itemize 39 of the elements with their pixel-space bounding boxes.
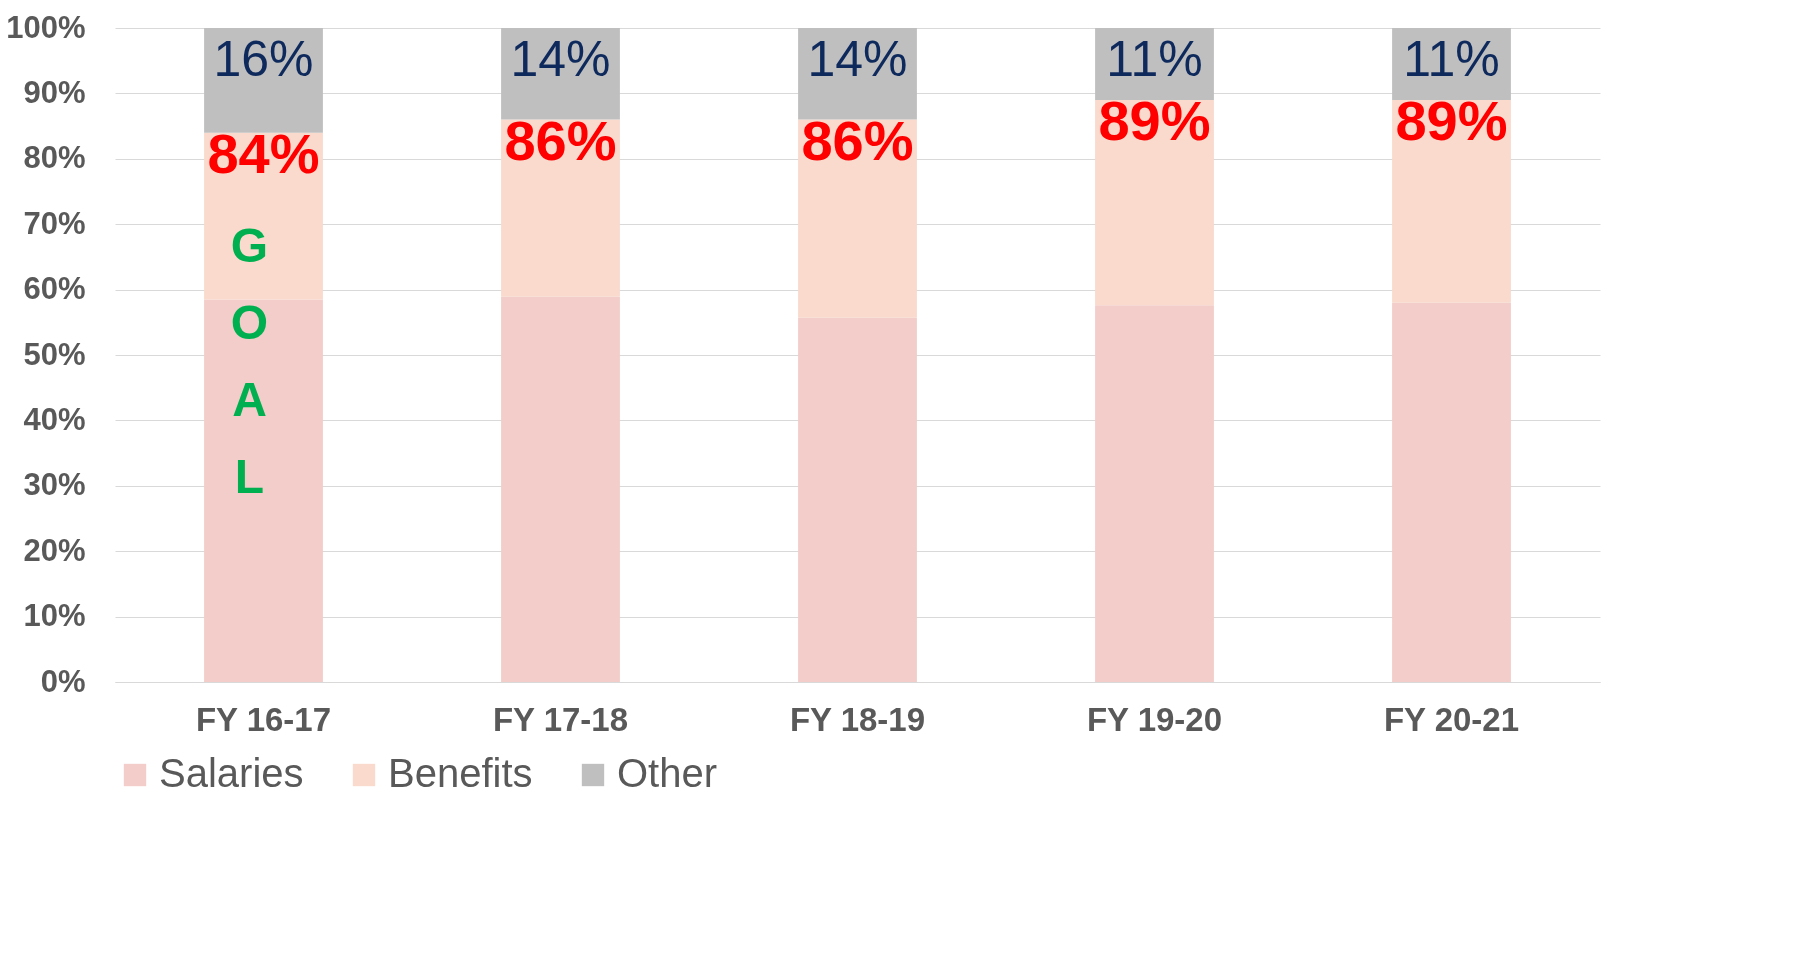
y-tick-label: 0% [40, 663, 86, 699]
legend-label: Other [617, 751, 718, 795]
y-tick-label: 60% [23, 271, 86, 307]
y-tick-label: 100% [6, 9, 86, 45]
data-label: 14% [807, 31, 908, 87]
bar [798, 119, 917, 318]
annotation: 84% [207, 121, 320, 185]
annotation: GOAL [230, 219, 269, 504]
data-label: 11% [1106, 31, 1203, 87]
bar [1095, 99, 1214, 306]
annotation: 89% [1098, 88, 1211, 152]
bar [204, 28, 323, 133]
data-label: 16% [213, 31, 314, 87]
bar [501, 296, 620, 682]
y-tick-label: 90% [23, 74, 86, 110]
y-tick-label: 50% [23, 336, 86, 372]
data-label: 14% [510, 31, 611, 87]
y-tick-label: 10% [23, 598, 86, 634]
legend-label: Salaries [159, 751, 304, 795]
x-tick-label: FY 19-20 [1086, 700, 1223, 738]
legend-label: Benefits [388, 751, 533, 795]
bar [1392, 302, 1511, 682]
x-tick-label: FY 17-18 [492, 700, 629, 738]
annotation: 86% [504, 108, 617, 172]
x-tick-label: FY 18-19 [789, 700, 926, 738]
x-tick-label: FY 20-21 [1383, 700, 1520, 738]
bar [1392, 99, 1511, 303]
y-tick-label: 80% [23, 140, 86, 176]
annotation: 86% [801, 108, 914, 172]
bar [798, 317, 917, 682]
y-tick-label: 40% [23, 401, 86, 437]
data-label: 11% [1403, 31, 1500, 87]
annotation: 89% [1395, 88, 1508, 152]
x-tick-label: FY 16-17 [195, 700, 332, 738]
y-tick-label: 30% [23, 467, 86, 503]
y-tick-label: 70% [23, 205, 86, 241]
bar [1095, 305, 1214, 682]
y-tick-label: 20% [23, 532, 86, 568]
bar [204, 299, 323, 682]
